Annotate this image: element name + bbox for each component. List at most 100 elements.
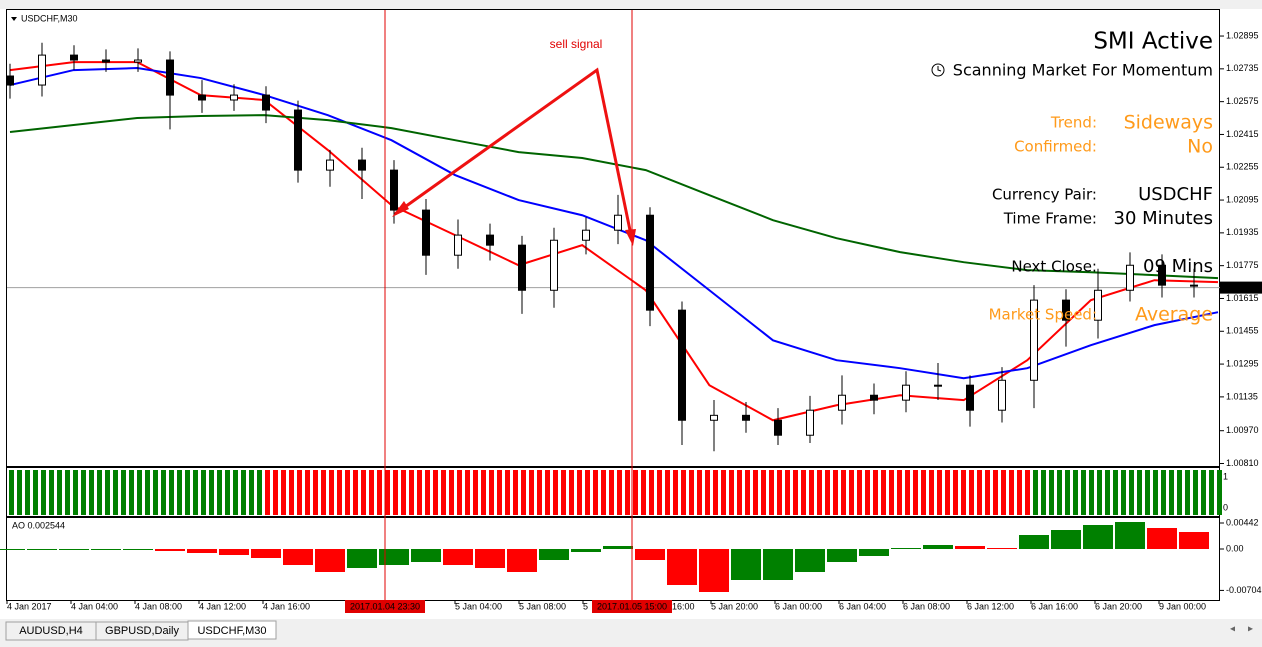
trend-bar [1161,470,1166,515]
y-tick-label: 1.01295 [1226,358,1259,368]
ao-bar [539,549,569,560]
trend-bar [553,470,558,515]
ao-bar [1115,522,1145,549]
trend-bar [441,470,446,515]
trend-bar [729,470,734,515]
trend-bar [577,470,582,515]
trend-bar [449,470,454,515]
y-tick-label: 0.00442 [1226,517,1259,527]
trend-bar [329,470,334,515]
trend-bar [801,470,806,515]
trend-bar [945,470,950,515]
trend-bar [1073,470,1078,515]
trend-bar [737,470,742,515]
trend-bar [761,470,766,515]
trend-bar [9,470,14,515]
trend-bar [393,470,398,515]
trend-bar [17,470,22,515]
trend-bar [857,470,862,515]
trend-bar [793,470,798,515]
trend-bar [153,470,158,515]
trend-bar [113,470,118,515]
info-panel: SMI Active Scanning Market For Momentum [931,29,1213,80]
y-tick-label: 1.02895 [1226,30,1259,40]
crosshair-tag-label: 2017.01.04 23:30 [350,601,420,611]
trend-bar [1057,470,1062,515]
ao-bar [0,549,25,550]
trend-bar [41,470,46,515]
candle-body [678,309,686,421]
ao-bar [699,549,729,592]
ao-bar [859,549,889,556]
tab-label[interactable]: USDCHF,M30 [197,625,266,637]
trend-bar [121,470,126,515]
x-tick-label: 4 Jan 08:00 [135,601,182,611]
trend-bar [73,470,78,515]
candle-body [166,59,174,96]
y-tick-label: -0.00704 [1226,585,1262,595]
trend-bar [961,470,966,515]
trend-bar [433,470,438,515]
candle-body [870,394,878,401]
trend-bar [97,470,102,515]
trend-bar [1065,470,1070,515]
trend-bar [1105,470,1110,515]
candle-body [966,384,974,411]
trend-bar [665,470,670,515]
trend-bar [561,470,566,515]
ao-label: AO 0.002544 [12,520,65,530]
trend-bar [273,470,278,515]
trend-bar [825,470,830,515]
x-tick-label: 5 Jan 20:00 [711,601,758,611]
tab[interactable] [187,620,277,640]
trend-bar [505,470,510,515]
menu-arrow[interactable] [11,17,17,21]
ao-bar [379,549,409,565]
x-tick-label: 5 [583,601,588,611]
trend-bar [865,470,870,515]
trend-bar [481,470,486,515]
candle-body [774,419,782,436]
trend-bar [609,470,614,515]
candle-body [518,244,526,291]
y-tick-label: 1.02095 [1226,194,1259,204]
tab-label[interactable]: AUDUSD,H4 [19,625,83,637]
trend-bar [913,470,918,515]
trend-bar [1121,470,1126,515]
signal-arrow [394,67,634,241]
trend-bar [977,470,982,515]
scroll-left[interactable]: ◂ [1230,624,1235,635]
y-tick-label: 1.00970 [1226,425,1259,435]
trend-bar [409,470,414,515]
ao-bar [923,545,953,549]
trend-bar [1185,470,1190,515]
info-label: Confirmed: [1014,138,1097,156]
trend-bar [929,470,934,515]
trend-bars [9,470,1222,515]
trend-bar [81,470,86,515]
ao-bar [91,549,121,550]
x-tick-label: 6 Jan 20:00 [1095,601,1142,611]
tab-label[interactable]: GBPUSD,Daily [105,625,179,637]
trend-bar [1049,470,1054,515]
trend-bar [89,470,94,515]
panel-title: SMI Active [1093,29,1213,55]
x-tick-label: 6 Jan 00:00 [775,601,822,611]
trend-bar [377,470,382,515]
ao-bar [347,549,377,568]
trend-bar [129,470,134,515]
clock-hands [937,66,942,72]
info-value: USDCHF [1138,184,1213,205]
trend-bar [745,470,750,515]
ao-bar [251,549,281,558]
trend-bar [777,470,782,515]
scroll-right[interactable]: ▸ [1248,624,1253,635]
y-tick-label: 1.02735 [1226,63,1259,73]
plot [0,42,1220,592]
crosshair-tag [592,600,672,613]
trend-bar [569,470,574,515]
trend-bar [241,470,246,515]
x-tick-label: 6 Jan 12:00 [967,601,1014,611]
candle-body [390,169,398,211]
trend-bar [1001,470,1006,515]
